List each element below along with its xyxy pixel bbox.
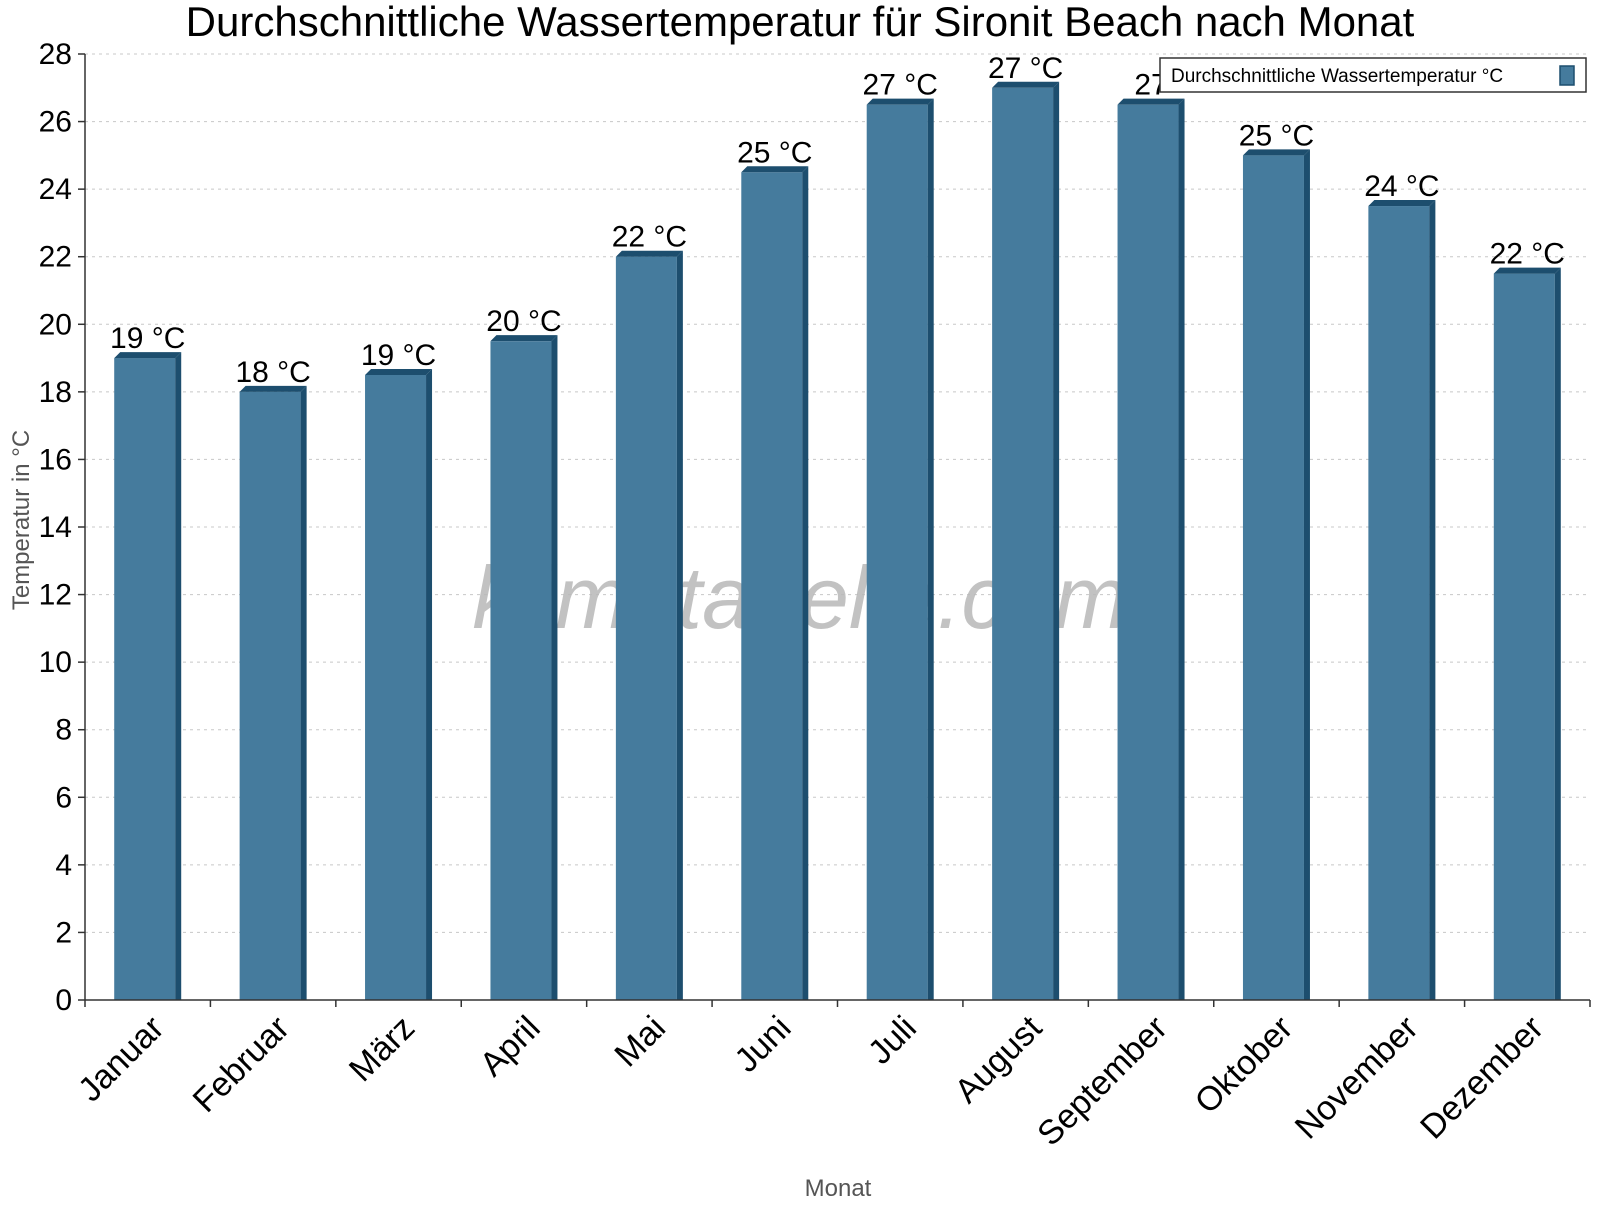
- y-tick-label: 12: [39, 579, 72, 612]
- x-tick-label: Februar: [186, 1009, 297, 1120]
- data-label: 19 °C: [361, 339, 436, 372]
- x-tick-label: Juli: [861, 1009, 924, 1072]
- x-tick-label: April: [473, 1009, 548, 1084]
- bar-top: [365, 368, 433, 375]
- x-tick-label: November: [1288, 1009, 1426, 1147]
- bar-side: [175, 352, 182, 1001]
- x-tick-label: August: [948, 1008, 1050, 1110]
- bar-side: [1554, 267, 1561, 1000]
- bar-face: [615, 256, 677, 1000]
- x-axis-title: Monat: [805, 1175, 872, 1200]
- bar: [1117, 98, 1185, 1000]
- data-label: 24 °C: [1364, 170, 1439, 203]
- bar: [239, 385, 307, 1000]
- bar: [741, 166, 809, 1000]
- data-label: 25 °C: [1239, 119, 1314, 152]
- bar-top: [1368, 200, 1436, 207]
- data-label: 18 °C: [235, 356, 310, 389]
- bar-top: [615, 250, 683, 257]
- bar-face: [1117, 104, 1179, 1000]
- bar-face: [239, 391, 301, 1000]
- bar-face: [1493, 273, 1555, 1000]
- bar-side: [300, 385, 307, 1000]
- bar-top: [239, 385, 307, 392]
- y-tick-label: 4: [55, 849, 72, 882]
- data-label: 19 °C: [110, 322, 185, 355]
- y-tick-label: 26: [39, 106, 72, 139]
- bar-face: [1242, 155, 1304, 1000]
- chart-title: Durchschnittliche Wassertemperatur für S…: [186, 0, 1415, 45]
- bar-top: [114, 352, 182, 359]
- y-axis-title: Temperatur in °C: [8, 430, 35, 610]
- bar-top: [992, 81, 1060, 88]
- y-tick-label: 8: [55, 714, 72, 747]
- bar: [1493, 267, 1561, 1000]
- legend: Durchschnittliche Wassertemperatur °C: [1159, 57, 1587, 93]
- data-label: 22 °C: [612, 221, 687, 254]
- bar-face: [741, 172, 803, 1000]
- bar-face: [490, 341, 552, 1000]
- bar: [490, 335, 558, 1000]
- bar: [365, 368, 433, 1000]
- bar-top: [1493, 267, 1561, 274]
- legend-swatch: [1559, 65, 1575, 86]
- data-label: 20 °C: [486, 305, 561, 338]
- y-tick-label: 24: [39, 173, 72, 206]
- bar-face: [1368, 206, 1430, 1001]
- bar-top: [490, 335, 558, 342]
- y-tick-label: 16: [39, 443, 72, 476]
- bar-side: [1303, 149, 1310, 1000]
- bar-face: [866, 104, 928, 1000]
- y-tick-label: 22: [39, 241, 72, 274]
- x-tick-label: Mai: [607, 1009, 673, 1075]
- bar-side: [927, 98, 934, 1000]
- bar-top: [741, 166, 809, 173]
- bar-side: [1429, 200, 1436, 1001]
- bar-side: [1053, 81, 1060, 1001]
- legend-label: Durchschnittliche Wassertemperatur °C: [1171, 66, 1503, 87]
- y-tick-label: 20: [39, 308, 72, 341]
- y-tick-label: 0: [55, 984, 72, 1017]
- bar: [1368, 200, 1436, 1001]
- y-tick-label: 18: [39, 376, 72, 409]
- legend-box: [1159, 57, 1587, 93]
- bar-top: [866, 98, 934, 105]
- bar-side: [1178, 98, 1185, 1000]
- bar: [866, 98, 934, 1000]
- bar: [1242, 149, 1310, 1000]
- data-label: 22 °C: [1490, 238, 1565, 271]
- y-tick-label: 10: [39, 646, 72, 679]
- bar: [114, 352, 182, 1001]
- y-tick-label: 2: [55, 916, 72, 949]
- bar-top: [1242, 149, 1310, 156]
- bar-side: [426, 368, 433, 1000]
- bar-face: [365, 374, 427, 1000]
- y-tick-label: 14: [39, 511, 72, 544]
- x-tick-label: Juni: [727, 1009, 798, 1080]
- x-tick-label: Dezember: [1413, 1009, 1551, 1147]
- bar-side: [551, 335, 558, 1000]
- x-tick-label: September: [1030, 1009, 1174, 1153]
- x-tick-label: März: [342, 1009, 422, 1089]
- bar-face: [114, 358, 176, 1001]
- x-tick-label: Januar: [71, 1009, 171, 1109]
- bar-side: [676, 250, 683, 1000]
- y-tick-label: 28: [39, 38, 72, 71]
- bar: [992, 81, 1060, 1001]
- data-label: 27 °C: [988, 52, 1063, 85]
- bar-face: [992, 87, 1054, 1001]
- bar-top: [1117, 98, 1185, 105]
- x-tick-label: Oktober: [1188, 1009, 1300, 1121]
- bar: [615, 250, 683, 1000]
- bar-side: [802, 166, 809, 1000]
- y-tick-label: 6: [55, 781, 72, 814]
- data-label: 27 °C: [863, 69, 938, 102]
- data-label: 25 °C: [737, 136, 812, 169]
